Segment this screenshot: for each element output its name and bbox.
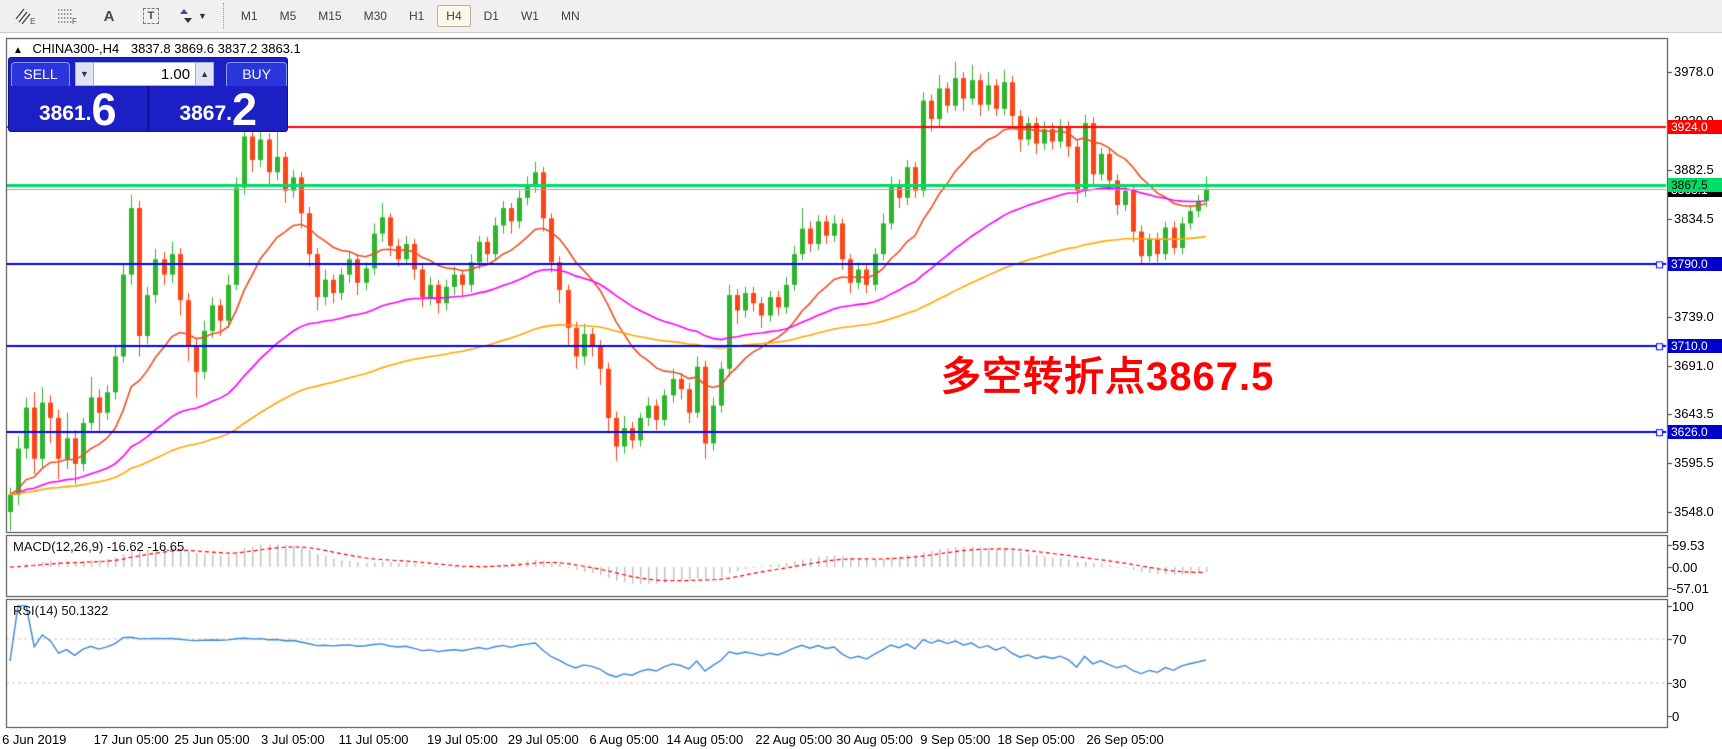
time-axis-tick: 19 Jul 05:00: [427, 732, 498, 747]
sell-price-pips: 6: [91, 84, 117, 135]
price-badge: 3710.0: [1668, 339, 1722, 354]
rsi-axis-tick: 70: [1672, 632, 1687, 647]
time-axis-tick: 17 Jun 05:00: [93, 732, 169, 747]
text-tool-button[interactable]: A: [92, 2, 126, 30]
macd-axis-tick: 59.53: [1672, 537, 1705, 553]
text-label-tool-button[interactable]: T: [134, 2, 168, 30]
price-axis-tick: 3834.5: [1674, 210, 1714, 226]
volume-input[interactable]: [94, 62, 196, 86]
time-axis-tick: 30 Aug 05:00: [836, 732, 913, 747]
macd-indicator-label: MACD(12,26,9) -16.62 -16.65: [13, 539, 185, 554]
time-axis-tick: 25 Jun 05:00: [174, 732, 250, 747]
text-label-icon: T: [142, 8, 160, 24]
channels-icon: E: [14, 7, 36, 25]
timeframe-button-D1[interactable]: D1: [483, 9, 499, 23]
price-axis-tick: 3978.0: [1674, 64, 1714, 79]
fibonacci-tool-button[interactable]: F: [50, 2, 84, 30]
time-axis-tick: 26 Sep 05:00: [1086, 732, 1164, 747]
time-axis-tick: 18 Sep 05:00: [997, 732, 1075, 747]
time-axis-tick: 11 Jul 05:00: [338, 732, 409, 747]
volume-increase-button[interactable]: ▲: [195, 62, 215, 86]
quote-line: ▲ CHINA300-,H4 3837.8 3869.6 3837.2 3863…: [13, 41, 301, 56]
timeframe-button-M1[interactable]: M1: [240, 9, 258, 23]
time-axis-tick: 6 Aug 05:00: [589, 732, 659, 747]
timeframe-button-H1[interactable]: H1: [408, 9, 425, 23]
rsi-indicator-label: RSI(14) 50.1322: [13, 603, 109, 618]
chevron-down-icon: ▼: [198, 11, 207, 21]
timeframe-button-MN[interactable]: MN: [560, 9, 580, 23]
arrows-icon: [180, 7, 196, 25]
price-badge: 3626.0: [1668, 425, 1722, 440]
timeframe-button-W1[interactable]: W1: [520, 9, 539, 23]
toolbar-separator: [222, 3, 224, 29]
time-axis-tick: 6 Jun 2019: [2, 732, 67, 747]
fibonacci-icon: F: [56, 7, 78, 25]
ohlc-values: 3837.8 3869.6 3837.2 3863.1: [130, 41, 301, 56]
sell-price-display[interactable]: 3861. 6: [9, 84, 147, 135]
time-axis-tick: 29 Jul 05:00: [507, 732, 579, 747]
price-badge: 3867.5: [1668, 178, 1722, 193]
buy-price-pips: 2: [232, 84, 258, 135]
macd-axis-tick: -57.01: [1672, 581, 1709, 597]
chart-text-annotation: 多空转折点3867.5: [941, 355, 1275, 399]
sell-price-main: 3861.: [38, 102, 92, 125]
buy-price-main: 3867.: [179, 102, 233, 125]
buy-button[interactable]: BUY: [226, 62, 288, 86]
toolbar: E F A T ▼: [0, 0, 1722, 33]
price-axis-tick: 3548.0: [1674, 504, 1714, 519]
timeframe-group: M1 M5 M15 M30 H1 H4 D1 W1 MN: [228, 5, 589, 27]
time-axis-tick: 3 Jul 05:00: [260, 732, 325, 747]
svg-text:E: E: [30, 17, 35, 25]
channels-tool-button[interactable]: E: [8, 2, 42, 30]
rsi-axis-tick: 30: [1672, 676, 1687, 691]
symbol-name: CHINA300-,H4: [32, 41, 120, 56]
rsi-axis-tick: 0: [1672, 709, 1680, 724]
price-axis-tick: 3691.0: [1674, 357, 1714, 373]
price-badge: 3924.0: [1668, 120, 1722, 135]
rsi-axis-tick: 100: [1672, 599, 1694, 614]
volume-decrease-button[interactable]: ▼: [74, 62, 95, 86]
buy-price-display[interactable]: 3867. 2: [150, 84, 288, 135]
price-axis-tick: 3882.5: [1674, 161, 1714, 177]
timeframe-button-H4[interactable]: H4: [437, 5, 471, 27]
price-badge: 3790.0: [1668, 257, 1722, 272]
sell-button[interactable]: SELL: [11, 62, 70, 86]
price-axis-tick: 3739.0: [1674, 308, 1714, 324]
timeframe-button-M5[interactable]: M5: [279, 9, 297, 23]
time-axis-tick: 9 Sep 05:00: [920, 732, 991, 747]
price-divider: [146, 86, 150, 131]
price-axis-tick: 3595.5: [1674, 455, 1714, 471]
price-axis-tick: 3643.5: [1674, 406, 1714, 422]
macd-axis-tick: 0.00: [1672, 560, 1698, 575]
arrows-tool-button[interactable]: ▼: [176, 2, 211, 30]
timeframe-button-M30[interactable]: M30: [363, 9, 387, 23]
one-click-trade-panel: SELL ▼ ▲ BUY 3861. 6 3867. 2: [8, 57, 288, 132]
svg-text:F: F: [72, 17, 77, 25]
timeframe-button-M15[interactable]: M15: [318, 9, 342, 23]
collapse-trade-panel-icon[interactable]: ▲: [13, 45, 23, 56]
time-axis-tick: 22 Aug 05:00: [755, 732, 833, 747]
text-icon: A: [103, 7, 115, 25]
time-axis-tick: 14 Aug 05:00: [666, 732, 744, 747]
